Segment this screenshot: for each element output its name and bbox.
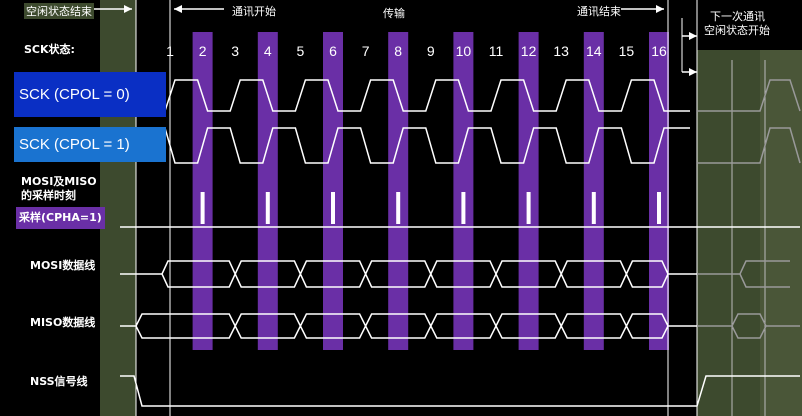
edge-number-12: 12 bbox=[520, 43, 537, 59]
miso-next bbox=[697, 313, 800, 339]
sck-cpol1-wave bbox=[120, 127, 690, 164]
cpha-box: 采样(CPHA=1) bbox=[16, 207, 105, 229]
sck-cpol0-next bbox=[697, 79, 801, 112]
edge-number-9: 9 bbox=[426, 43, 435, 59]
sample-tick-2 bbox=[200, 192, 205, 224]
sample-time-label-line2: 的采样时刻 bbox=[21, 189, 76, 202]
sample-tick-4 bbox=[265, 192, 270, 224]
sck-cpol0-wave bbox=[120, 79, 690, 112]
nss-label: NSS信号线 bbox=[30, 375, 88, 388]
sample-tick-10 bbox=[461, 192, 466, 224]
edge-number-3: 3 bbox=[231, 43, 240, 59]
sample-tick-8 bbox=[396, 192, 401, 224]
mosi-wave bbox=[161, 260, 669, 288]
arrow-next-idle-head bbox=[689, 32, 697, 40]
arrow-next-idle-low-head bbox=[689, 68, 697, 76]
nss-wave bbox=[120, 375, 800, 407]
idle-region-left bbox=[100, 0, 136, 416]
cpol0-box: SCK (CPOL = 0) bbox=[14, 72, 166, 117]
edge-number-11: 11 bbox=[488, 43, 504, 59]
edge-number-7: 7 bbox=[361, 43, 370, 59]
miso-label: MISO数据线 bbox=[30, 316, 96, 329]
edge-number-8: 8 bbox=[394, 43, 403, 59]
comm-start-label: 通讯开始 bbox=[232, 5, 276, 18]
mosi-next bbox=[697, 260, 790, 288]
cpol1-box: SCK (CPOL = 1) bbox=[14, 127, 166, 162]
sck-cpol1-next bbox=[697, 127, 801, 164]
sample-tick-6 bbox=[331, 192, 335, 224]
edge-number-1: 1 bbox=[166, 43, 174, 59]
arrow-idle-end-head bbox=[124, 5, 132, 13]
sample-tick-16 bbox=[657, 192, 661, 224]
edge-number-16: 16 bbox=[651, 43, 667, 59]
edge-number-14: 14 bbox=[586, 43, 602, 59]
edge-number-15: 15 bbox=[618, 43, 635, 59]
sck-state-label: SCK状态: bbox=[24, 43, 75, 56]
edge-number-2: 2 bbox=[198, 43, 207, 59]
idle-end-label: 空闲状态结束 bbox=[24, 3, 94, 19]
sample-tick-14 bbox=[591, 192, 596, 224]
miso-wave bbox=[135, 313, 669, 339]
comm-end-label: 通讯结束 bbox=[577, 5, 621, 18]
edge-number-4: 4 bbox=[263, 43, 272, 59]
sample-tick-12 bbox=[526, 192, 531, 224]
edge-number-5: 5 bbox=[296, 43, 305, 59]
idle-region-right-shade bbox=[760, 50, 802, 416]
arrow-comm-end-head bbox=[656, 5, 664, 13]
mosi-label: MOSI数据线 bbox=[30, 259, 96, 272]
sample-time-label-line1: MOSI及MISO bbox=[21, 175, 97, 188]
edge-number-13: 13 bbox=[553, 43, 569, 59]
transfer-label: 传输 bbox=[383, 7, 405, 20]
edge-number-10: 10 bbox=[455, 43, 472, 59]
next-idle-label-line1: 下一次通讯 bbox=[710, 10, 765, 23]
arrow-comm-start-head bbox=[174, 5, 182, 13]
next-idle-label-line2: 空闲状态开始 bbox=[704, 24, 770, 37]
edge-number-6: 6 bbox=[329, 43, 337, 59]
